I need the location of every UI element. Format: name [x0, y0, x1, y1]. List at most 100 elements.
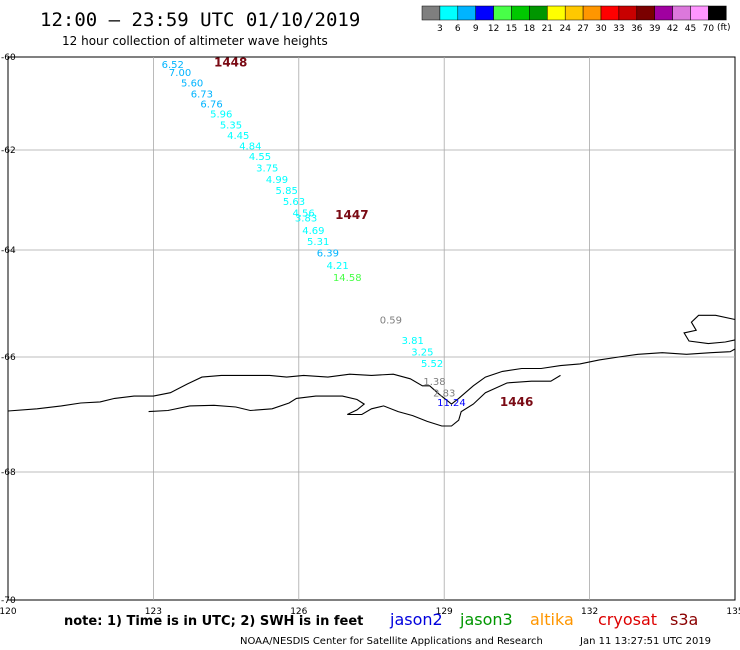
wave-height-value: 6.39 [317, 249, 339, 260]
wave-height-value: 3.83 [295, 214, 317, 225]
longitude-tick-label: 129 [436, 607, 453, 617]
wave-height-value: 14.58 [333, 273, 362, 284]
scale-tick-label: 27 [577, 24, 588, 34]
longitude-tick-label: 120 [0, 607, 17, 617]
longitude-tick-label: 132 [581, 607, 598, 617]
pass-number-label: 1448 [214, 56, 247, 70]
wave-height-value: 7.00 [169, 68, 191, 79]
latitude-tick-label: -66 [1, 353, 16, 363]
latitude-tick-label: -64 [1, 246, 16, 256]
latitude-tick-labels: -60 -62 -64 -66 -68 -70 [1, 53, 16, 606]
wave-height-value: 5.31 [307, 237, 329, 248]
satellite-legend: jason2 jason3 altika cryosat s3a [389, 610, 698, 629]
wave-height-value: 1.38 [423, 377, 445, 388]
wave-height-value: 0.59 [380, 316, 402, 327]
satellite-legend-altika: altika [530, 610, 574, 629]
satellite-legend-cryosat: cryosat [598, 610, 657, 629]
scale-color-box [529, 5, 548, 21]
scale-color-box [672, 5, 691, 21]
map-panel: 6.527.005.606.736.765.965.354.454.844.55… [7, 56, 736, 601]
longitude-tick-label: 123 [145, 607, 162, 617]
wave-height-value: 5.85 [276, 186, 298, 197]
scale-tick-label: 6 [455, 24, 461, 34]
wave-height-value: 4.84 [239, 141, 261, 152]
scale-tick-label: 21 [542, 24, 553, 34]
wave-height-value: 3.25 [411, 348, 433, 359]
scale-color-box [564, 5, 584, 21]
latitude-tick-label: -70 [1, 596, 16, 606]
scale-color-box [618, 5, 638, 21]
wave-height-value: 4.55 [249, 152, 271, 163]
coastline-inner [148, 374, 561, 427]
map-title: 12:00 – 23:59 UTC 01/10/2019 [40, 9, 360, 31]
map-gridlines [8, 57, 735, 600]
map-frame [7, 56, 736, 601]
scale-color-box [708, 5, 727, 21]
wave-height-value: 6.76 [200, 100, 222, 111]
satellite-legend-s3a: s3a [670, 610, 698, 629]
longitude-tick-label: 126 [290, 607, 307, 617]
scale-tick-label: 33 [613, 24, 624, 34]
wave-height-value: 5.60 [181, 79, 203, 90]
scale-tick-label: 45 [685, 24, 696, 34]
scale-tick-label: 24 [559, 24, 571, 34]
scale-color-box [654, 5, 673, 21]
wave-height-value: 2.83 [433, 389, 455, 400]
scale-tick-label: 18 [524, 24, 536, 34]
latitude-tick-label: -68 [1, 468, 16, 478]
footer-timestamp: Jan 11 13:27:51 UTC 2019 [579, 636, 711, 647]
coastline-outer [7, 348, 736, 412]
map-subtitle: 12 hour collection of altimeter wave hei… [62, 34, 328, 48]
pass-number-label: 1447 [335, 208, 368, 222]
wave-height-value: 6.73 [191, 89, 213, 100]
wave-height-value: 6.52 [162, 60, 184, 71]
wave-height-value: 4.45 [227, 131, 249, 142]
scale-color-box [457, 5, 476, 21]
scale-color-box [475, 5, 494, 21]
coastline-island [683, 314, 736, 345]
scale-color-box [582, 5, 602, 21]
wave-height-value: 4.21 [326, 261, 348, 272]
satellite-legend-jason2: jason2 [389, 610, 443, 629]
antarctic-coastline [7, 314, 736, 427]
scale-unit-label: (ft) [717, 23, 731, 33]
scale-tick-label: 30 [595, 24, 607, 34]
footer-credit: NOAA/NESDIS Center for Satellite Applica… [240, 636, 543, 647]
color-scale-labels: 3 6 9 12 15 18 21 24 27 30 33 36 39 42 45 70 [437, 24, 714, 34]
wave-height-value: 3.81 [402, 336, 424, 347]
scale-tick-label: 70 [703, 24, 715, 34]
wave-height-value: 5.63 [283, 197, 305, 208]
scale-tick-label: 42 [667, 24, 678, 34]
scale-tick-label: 36 [631, 24, 643, 34]
wave-height-value: 5.35 [220, 120, 242, 131]
scale-color-box [600, 5, 620, 21]
latitude-tick-label: -62 [1, 146, 16, 156]
scale-tick-label: 3 [437, 24, 443, 34]
wave-height-value: 4.69 [302, 226, 324, 237]
wave-height-color-scale [421, 5, 727, 21]
pass-number-label: 1446 [500, 395, 533, 409]
longitude-tick-labels: 120 123 126 129 132 135 [0, 607, 740, 617]
wave-height-value: 5.96 [210, 110, 232, 121]
satellite-pass-labels: 1448 1447 1446 [214, 56, 533, 409]
scale-color-box [636, 5, 655, 21]
footer-note: note: 1) Time is in UTC; 2) SWH is in fe… [64, 614, 363, 629]
satellite-legend-jason3: jason3 [459, 610, 513, 629]
scale-color-box [690, 5, 709, 21]
scale-tick-label: 9 [473, 24, 479, 34]
scale-color-box [493, 5, 512, 21]
scale-color-box [421, 5, 441, 21]
scale-color-box [511, 5, 530, 21]
scale-color-box [547, 5, 566, 21]
wave-height-value: 11.24 [437, 398, 466, 409]
scale-tick-label: 39 [649, 24, 661, 34]
scale-color-box [439, 5, 459, 21]
scale-tick-label: 12 [488, 24, 499, 34]
longitude-tick-label: 135 [726, 607, 740, 617]
wave-height-value: 5.52 [421, 359, 443, 370]
altimeter-observations: 6.527.005.606.736.765.965.354.454.844.55… [162, 60, 466, 409]
scale-tick-label: 15 [506, 24, 517, 34]
wave-height-value: 4.56 [293, 209, 315, 220]
wave-height-value: 4.99 [266, 175, 288, 186]
